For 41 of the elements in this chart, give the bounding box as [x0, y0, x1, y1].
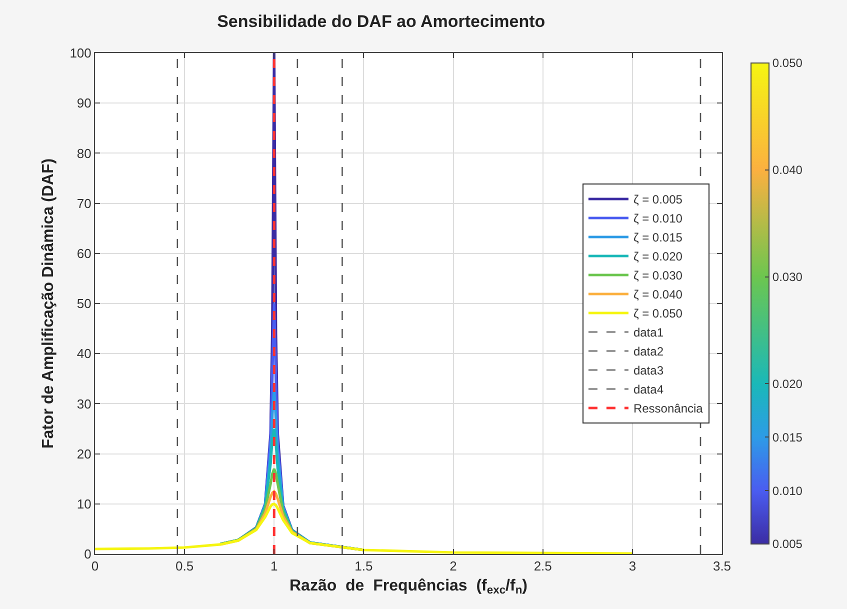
y-tick-label: 30 [76, 396, 92, 412]
y-tick-label: 90 [76, 96, 92, 111]
color-bar-label: 0.050 [772, 56, 803, 70]
color-bar-label: 0.005 [772, 537, 803, 552]
legend-label: ζ = 0.040 [633, 288, 683, 302]
color-bar-label: 0.030 [772, 270, 803, 284]
color-bar-label: 0.015 [772, 430, 803, 444]
color-bar-label: 0.040 [772, 163, 803, 178]
x-axis-title: Razão de Frequências (f$_{exc}$/f$_{n}$) [289, 577, 528, 597]
color-bar-label: 0.020 [772, 376, 803, 391]
legend-label: data1 [633, 326, 664, 340]
y-tick-label: 20 [76, 446, 92, 462]
legend-label: data2 [633, 344, 664, 359]
legend-label: Ressonância [633, 402, 704, 416]
y-tick-label: 100 [70, 46, 92, 61]
y-tick-label: 0 [84, 546, 92, 562]
x-tick-label: 2 [450, 558, 457, 574]
y-tick-label: 10 [76, 496, 92, 512]
legend-label: ζ = 0.010 [633, 212, 683, 226]
legend-label: data3 [633, 364, 664, 378]
y-axis-title: Fator de Amplificação Dinâmica (DAF) [40, 158, 57, 449]
chart-title: Sensibilidade do DAF ao Amortecimento [217, 12, 546, 32]
color-bar-label: 0.010 [772, 484, 803, 498]
legend-label: ζ = 0.015 [633, 230, 683, 245]
x-tick-label: 3 [628, 558, 636, 574]
x-tick-label: 3.5 [712, 558, 732, 574]
legend-label: ζ = 0.020 [633, 250, 683, 264]
x-tick-label: 2.5 [534, 558, 552, 574]
legend-label: data4 [633, 382, 664, 397]
y-tick-label: 50 [76, 296, 92, 312]
x-tick-label: 1.5 [354, 558, 373, 574]
legend-label: ζ = 0.030 [633, 268, 683, 283]
y-tick-label: 70 [76, 196, 92, 211]
x-tick-label: 1 [270, 558, 278, 574]
y-tick-label: 40 [76, 346, 92, 362]
line-series [95, 502, 634, 554]
y-tick-label: 60 [76, 246, 92, 261]
y-tick-label: 80 [76, 146, 92, 161]
x-tick-label: 0.5 [176, 558, 194, 574]
legend-label: ζ = 0.005 [633, 192, 683, 207]
legend-label: ζ = 0.050 [633, 306, 683, 321]
